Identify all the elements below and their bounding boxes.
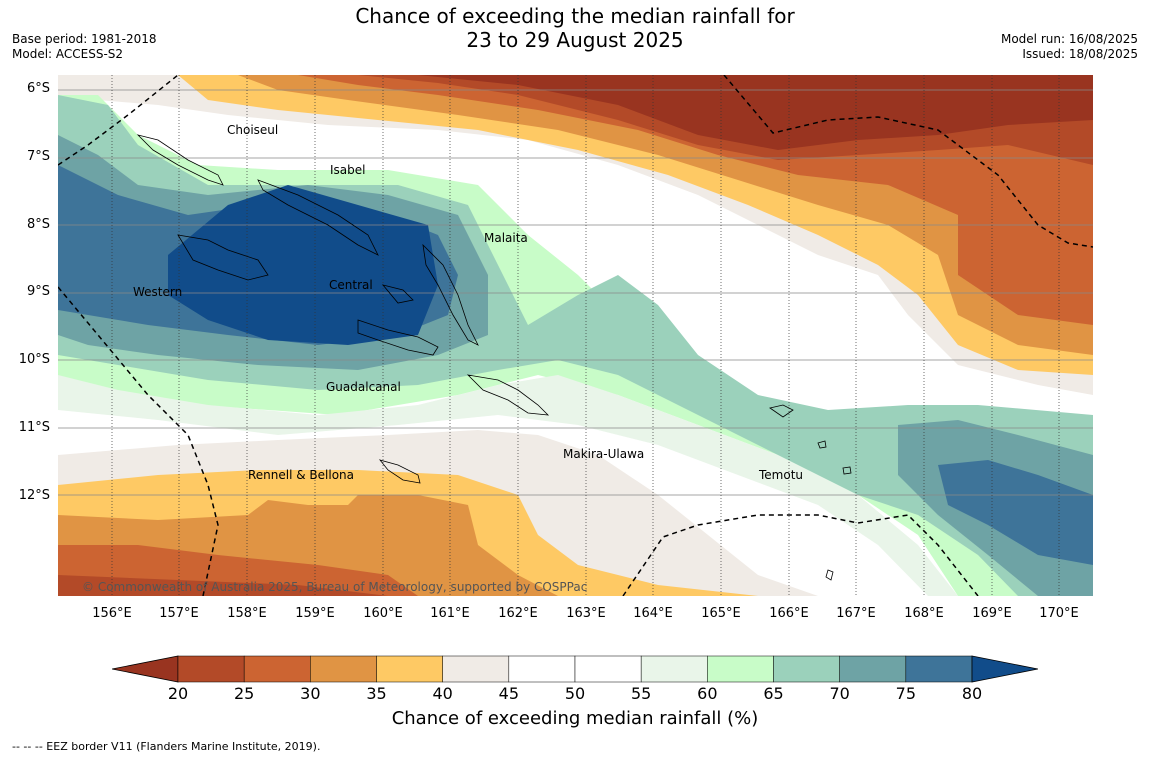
island-outlines [136,134,852,581]
base-period: Base period: 1981-2018 [12,32,157,46]
island-santa-cruz [769,404,794,418]
colorbar-cell [773,655,840,683]
island-guadalcanal [357,319,439,356]
region-label-choiseul: Choiseul [227,123,279,137]
lon-label-166e: 166°E [769,606,809,621]
colorbar-tick-label: 35 [366,684,387,703]
colorbar-tick-label: 60 [697,684,718,703]
lat-label-6s: 6°S [26,81,50,96]
colorbar-cell [310,655,377,683]
lat-label-12s: 12°S [18,488,50,503]
lon-label-170e: 170°E [1039,606,1079,621]
colorbar-cell [905,655,973,683]
colorbar-cell [376,655,443,683]
lon-label-168e: 168°E [904,606,944,621]
title-line-2: 23 to 29 August 2025 [466,28,684,52]
eez-border-note: -- -- -- EEZ border V11 (Flanders Marine… [12,740,321,753]
model-run: Model run: 16/08/2025 [1000,32,1138,46]
lat-label-10s: 10°S [18,352,50,367]
lat-label-8s: 8°S [26,217,50,232]
region-label-malaita: Malaita [484,231,528,245]
colorbar-tick-label: 20 [167,684,189,703]
region-label-western: Western [133,285,183,299]
lat-label-11s: 11°S [18,420,50,435]
colorbar-tick-label: 70 [829,684,850,703]
island-vanikoro [817,440,827,449]
lon-label-159e: 159°E [295,606,335,621]
issued-date: Issued: 18/08/2025 [1022,47,1138,61]
colorbar-cell [574,655,642,683]
colorbar-tick-label: 45 [498,684,519,703]
lon-label-161e: 161°E [430,606,470,621]
meta-right: Model run: 16/08/2025 Issued: 18/08/2025 [1001,32,1138,62]
island-small-east [825,569,834,581]
region-label-isabel: Isabel [330,163,366,177]
model-name: Model: ACCESS-S2 [12,47,124,61]
wet-80-east [938,460,1093,565]
colorbar-label: Chance of exceeding median rainfall (%) [391,708,759,729]
colorbar [112,655,1038,683]
colorbar-tick-label: 25 [233,684,255,703]
island-makira [466,374,550,416]
island-nggela [381,284,414,304]
colorbar-tick-label: 65 [763,684,784,703]
band-south-25 [58,575,388,596]
colorbar-cell [243,655,311,683]
colorbar-tick-label: 75 [895,684,916,703]
title-line-1: Chance of exceeding the median rainfall … [355,4,795,28]
colorbar-tick-label: 30 [300,684,321,703]
eez-border [58,75,1093,596]
colorbar-tick-label: 55 [630,684,652,703]
lon-label-169e: 169°E [972,606,1012,621]
colorbar-tick-label: 50 [564,684,586,703]
region-label-central: Central [329,278,373,292]
lon-label-160e: 160°E [363,606,403,621]
region-label-makira-ulawa: Makira-Ulawa [563,447,645,461]
lon-label-167e: 167°E [836,606,876,621]
lon-label-163e: 163°E [566,606,606,621]
colorbar-extend-high [971,655,1038,683]
rainfall-map [58,75,1093,596]
colorbar-cell [508,655,576,683]
lat-label-9s: 9°S [26,284,50,299]
colorbar-cell [177,655,245,683]
colorbar-cell [442,655,510,683]
lon-label-164e: 164°E [633,606,673,621]
colorbar-cell [707,655,774,683]
colorbar-cell [839,655,907,683]
wet-60 [58,375,958,596]
region-label-rennell-bellona: Rennell & Bellona [248,468,355,482]
region-label-guadalcanal: Guadalcanal [326,380,401,394]
lat-gridlines [58,89,1093,496]
island-malaita [422,243,479,346]
island-choiseul [136,134,224,186]
lon-label-158e: 158°E [227,606,267,621]
lon-label-165e: 165°E [701,606,741,621]
colorbar-cell [640,655,708,683]
region-label-temotu: Temotu [759,468,804,482]
chart-title: Chance of exceeding the median rainfall … [0,4,1150,52]
island-new-georgia [177,234,269,281]
copyright-notice: © Commonwealth of Australia 2025, Bureau… [82,580,588,594]
lat-label-7s: 7°S [26,149,50,164]
island-utupua [842,466,852,475]
island-isabel [257,179,379,256]
colorbar-tick-label: 40 [432,684,453,703]
lon-label-157e: 157°E [159,606,199,621]
lon-label-162e: 162°E [498,606,538,621]
lon-label-156e: 156°E [92,606,132,621]
meta-left: Base period: 1981-2018 Model: ACCESS-S2 [12,32,157,62]
colorbar-extend-low [112,655,179,683]
colorbar-tick-label: 80 [961,684,983,703]
island-rennell [378,459,421,484]
